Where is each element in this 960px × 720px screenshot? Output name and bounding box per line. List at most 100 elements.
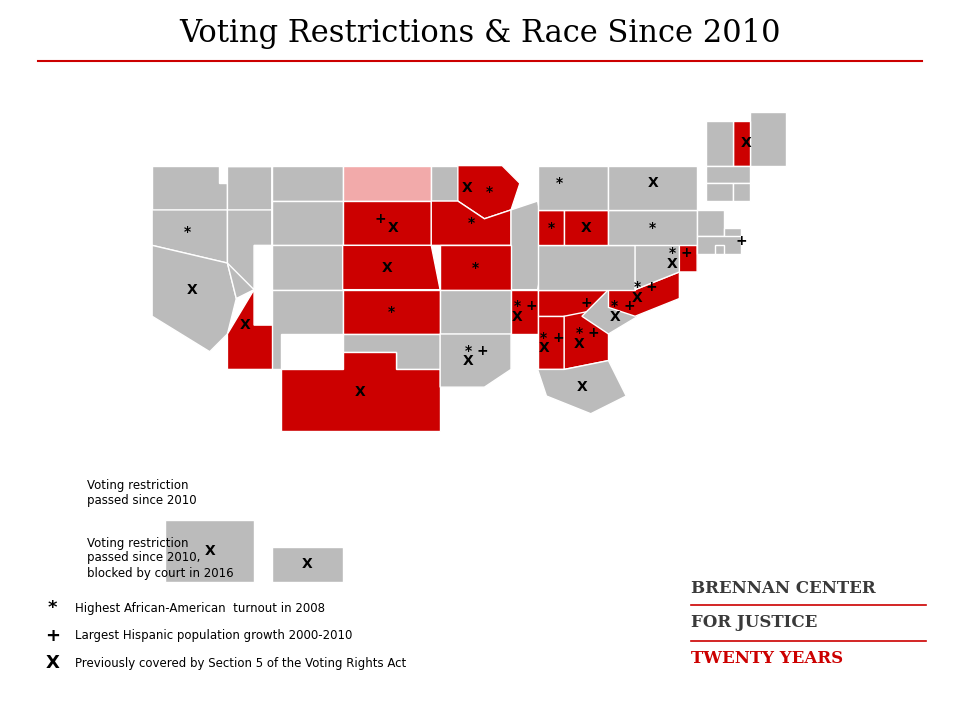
Text: +: +: [581, 296, 592, 310]
Text: *: *: [486, 185, 492, 199]
Text: X: X: [463, 354, 474, 369]
Text: X: X: [632, 291, 642, 305]
Polygon shape: [697, 210, 724, 236]
Text: X: X: [539, 341, 549, 355]
Text: X: X: [667, 257, 678, 271]
Text: FOR JUSTICE: FOR JUSTICE: [691, 614, 818, 631]
Text: X: X: [581, 220, 591, 235]
Text: +: +: [45, 626, 60, 645]
Text: *: *: [634, 280, 640, 294]
Text: *: *: [48, 599, 58, 618]
Polygon shape: [228, 166, 272, 246]
Polygon shape: [228, 246, 254, 299]
Polygon shape: [732, 184, 751, 201]
Polygon shape: [343, 201, 431, 246]
Polygon shape: [440, 246, 511, 289]
Text: TWENTY YEARS: TWENTY YEARS: [691, 650, 843, 667]
Text: X: X: [647, 176, 659, 190]
Text: X: X: [204, 544, 215, 558]
Polygon shape: [343, 334, 440, 369]
Polygon shape: [165, 520, 254, 582]
Polygon shape: [511, 289, 538, 334]
Text: +: +: [588, 326, 599, 340]
Text: *: *: [540, 330, 547, 344]
Text: +: +: [375, 212, 387, 226]
Polygon shape: [538, 210, 564, 246]
Text: +: +: [681, 246, 692, 261]
Text: Largest Hispanic population growth 2000-2010: Largest Hispanic population growth 2000-…: [75, 629, 352, 642]
Text: X: X: [610, 310, 620, 324]
Text: *: *: [576, 326, 583, 340]
Polygon shape: [582, 289, 653, 334]
Polygon shape: [609, 166, 697, 210]
Polygon shape: [152, 246, 236, 351]
Polygon shape: [152, 166, 228, 210]
Polygon shape: [228, 166, 343, 201]
Polygon shape: [440, 334, 511, 387]
Polygon shape: [732, 121, 751, 166]
Polygon shape: [272, 546, 343, 582]
Text: *: *: [514, 300, 520, 313]
Text: X: X: [574, 337, 585, 351]
Text: *: *: [468, 216, 474, 230]
Polygon shape: [431, 166, 502, 210]
Text: Voting Restrictions & Race Since 2010: Voting Restrictions & Race Since 2010: [180, 18, 780, 49]
Polygon shape: [538, 166, 609, 210]
Polygon shape: [431, 201, 511, 246]
Text: X: X: [186, 283, 198, 297]
Polygon shape: [272, 246, 343, 289]
Text: Voting restriction
passed since 2010: Voting restriction passed since 2010: [87, 480, 197, 507]
Text: +: +: [645, 280, 657, 294]
Text: X: X: [577, 380, 588, 394]
Polygon shape: [751, 112, 785, 166]
Polygon shape: [724, 228, 741, 246]
Polygon shape: [538, 316, 564, 369]
Polygon shape: [706, 184, 732, 201]
Text: X: X: [46, 654, 60, 672]
Text: *: *: [649, 220, 657, 235]
Text: *: *: [612, 300, 618, 313]
Text: *: *: [472, 261, 479, 274]
Polygon shape: [538, 289, 636, 316]
Text: *: *: [388, 305, 395, 319]
Text: +: +: [735, 234, 747, 248]
Text: Highest African-American  turnout in 2008: Highest African-American turnout in 2008: [75, 602, 324, 615]
Polygon shape: [511, 201, 546, 289]
Polygon shape: [343, 246, 440, 289]
Polygon shape: [564, 307, 609, 369]
Text: Voting restriction
passed since 2010,
blocked by court in 2016: Voting restriction passed since 2010, bl…: [87, 536, 234, 580]
Text: +: +: [552, 330, 564, 344]
Polygon shape: [272, 201, 343, 246]
Polygon shape: [228, 289, 280, 369]
Polygon shape: [538, 361, 626, 414]
Text: *: *: [465, 344, 472, 358]
Text: *: *: [669, 246, 676, 261]
Polygon shape: [636, 246, 680, 289]
Text: *: *: [184, 225, 191, 239]
Text: *: *: [547, 220, 555, 235]
Text: X: X: [301, 557, 313, 572]
Text: *: *: [556, 176, 564, 190]
Polygon shape: [715, 246, 724, 254]
Polygon shape: [609, 272, 680, 316]
Text: BRENNAN CENTER: BRENNAN CENTER: [691, 580, 876, 597]
Polygon shape: [458, 166, 520, 219]
Text: +: +: [477, 344, 489, 358]
Text: X: X: [740, 137, 752, 150]
Text: X: X: [388, 220, 398, 235]
Polygon shape: [564, 210, 609, 246]
Text: X: X: [355, 384, 366, 399]
Polygon shape: [706, 121, 732, 166]
Polygon shape: [538, 246, 636, 289]
Polygon shape: [617, 246, 697, 289]
Text: Previously covered by Section 5 of the Voting Rights Act: Previously covered by Section 5 of the V…: [75, 657, 406, 670]
Polygon shape: [697, 236, 741, 254]
Text: X: X: [462, 181, 472, 194]
Polygon shape: [228, 210, 272, 289]
Polygon shape: [440, 289, 511, 334]
Text: X: X: [240, 318, 251, 332]
Text: X: X: [381, 261, 393, 274]
Polygon shape: [609, 210, 697, 246]
Polygon shape: [343, 289, 440, 334]
Polygon shape: [272, 289, 343, 369]
